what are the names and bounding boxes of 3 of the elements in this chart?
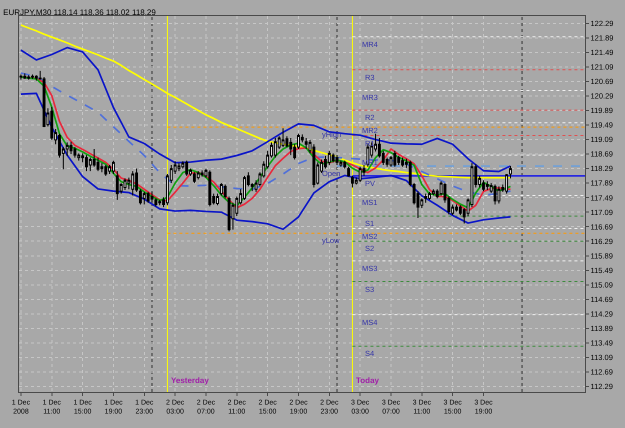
chart-title: EURJPY,M30 118.14 118.36 118.02 118.29	[3, 8, 156, 18]
ref-line-label: Yesterday	[171, 376, 210, 385]
ref-line-label: Today	[356, 376, 380, 385]
